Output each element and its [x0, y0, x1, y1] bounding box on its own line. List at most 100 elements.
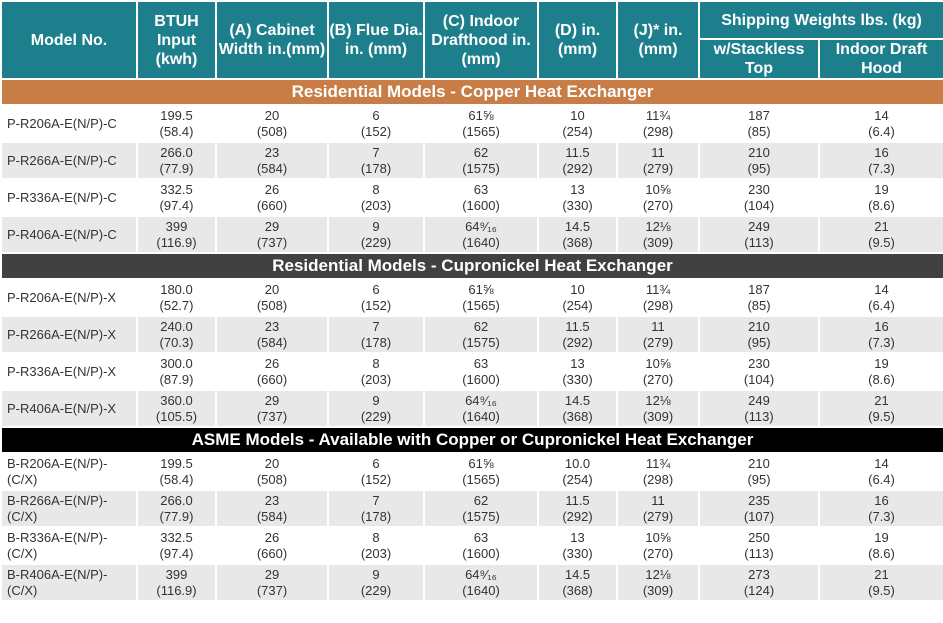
metric-value: (6.4)	[868, 297, 895, 313]
metric-value: (584)	[256, 160, 288, 176]
j-cell: 10⅝ (270)	[616, 526, 700, 565]
d-cell: 10 (254)	[537, 104, 618, 143]
model-number: P-R206A-E(N/P)-C	[0, 104, 138, 143]
table-row: B-R406A-E(N/P)- (C/X) 399 (116.9) 29 (737) 9 (2…	[0, 563, 943, 602]
header-indoor-drafthood: (C) Indoor Drafthood in. (mm)	[423, 0, 539, 80]
metric-value: (298)	[642, 471, 674, 487]
imperial-value: 23	[264, 318, 280, 334]
imperial-value: 14.5	[564, 392, 591, 408]
header-shipping-weights: Shipping Weights lbs. (kg)	[698, 0, 943, 40]
drafthood-cell: 62 (1575)	[423, 315, 539, 354]
d-cell: 11.5 (292)	[537, 489, 618, 528]
j-cell: 12⅛ (309)	[616, 563, 700, 602]
metric-value: (7.3)	[868, 160, 895, 176]
metric-value: (330)	[562, 197, 593, 213]
metric-value: (8.6)	[868, 545, 895, 561]
metric-value: (660)	[256, 197, 288, 213]
imperial-value: 21	[874, 566, 889, 582]
table-row: P-R336A-E(N/P)-C 332.5 (97.4) 26 (660) 8 (203)…	[0, 178, 943, 217]
model-number: P-R336A-E(N/P)-X	[0, 352, 138, 391]
imperial-value: 29	[264, 218, 280, 234]
drafthood-weight-cell: 16 (7.3)	[818, 489, 943, 528]
metric-value: (9.5)	[868, 582, 895, 598]
imperial-value: 62	[473, 144, 489, 160]
metric-value: (270)	[642, 545, 674, 561]
metric-value: (178)	[360, 334, 392, 350]
btuh-cell: 399 (116.9)	[136, 563, 217, 602]
stackless-weight-cell: 230 (104)	[698, 352, 820, 391]
stackless-weight-cell: 230 (104)	[698, 178, 820, 217]
metric-value: (107)	[743, 508, 775, 524]
metric-value: (270)	[642, 197, 674, 213]
imperial-value: 13	[570, 529, 585, 545]
metric-value: (368)	[562, 408, 593, 424]
imperial-value: 11¾	[645, 107, 671, 123]
header-flue-diameter: (B) Flue Dia. in. (mm)	[327, 0, 425, 80]
model-number: B-R406A-E(N/P)- (C/X)	[0, 563, 138, 602]
imperial-value: 230	[748, 355, 770, 371]
metric-value: (1640)	[462, 234, 500, 250]
btuh-cell: 266.0 (77.9)	[136, 141, 217, 180]
section-row: Residential Models - Copper Heat Exchang…	[0, 78, 943, 106]
imperial-value: 12⅛	[645, 218, 671, 234]
drafthood-cell: 62 (1575)	[423, 489, 539, 528]
stackless-weight-cell: 273 (124)	[698, 563, 820, 602]
model-number: B-R206A-E(N/P)- (C/X)	[0, 452, 138, 491]
imperial-value: 11¾	[645, 455, 671, 471]
imperial-value: 10⅝	[645, 355, 671, 371]
table-row: B-R266A-E(N/P)- (C/X) 266.0 (77.9) 23 (584) 7(…	[0, 489, 943, 528]
table-row: P-R406A-E(N/P)-C 399 (116.9) 29 (737) 9 (229) 6…	[0, 215, 943, 254]
header-j: (J)* in. (mm)	[616, 0, 700, 80]
drafthood-cell: 61⅝ (1565)	[423, 452, 539, 491]
section-row: ASME Models - Available with Copper or C…	[0, 426, 943, 454]
drafthood-weight-cell: 21 (9.5)	[818, 563, 943, 602]
metric-value: (203)	[360, 545, 392, 561]
metric-value: (279)	[642, 508, 674, 524]
d-cell: 14.5 (368)	[537, 563, 618, 602]
imperial-value: 14.5	[564, 218, 591, 234]
imperial-value: 62	[473, 318, 489, 334]
imperial-value: 63	[473, 181, 489, 197]
model-number: P-R206A-E(N/P)-X	[0, 278, 138, 317]
metric-value: (87.9)	[159, 371, 194, 387]
imperial-value: 360.0	[160, 392, 193, 408]
imperial-value: 7	[372, 492, 380, 508]
metric-value: (660)	[256, 545, 288, 561]
imperial-value: 61⅝	[468, 455, 494, 471]
metric-value: (292)	[562, 160, 593, 176]
metric-value: (95)	[747, 471, 771, 487]
btuh-cell: 199.5 (58.4)	[136, 452, 217, 491]
drafthood-weight-cell: 19 (8.6)	[818, 526, 943, 565]
imperial-value: 9	[372, 566, 380, 582]
d-cell: 11.5 (292)	[537, 141, 618, 180]
metric-value: (124)	[743, 582, 775, 598]
drafthood-weight-cell: 14 (6.4)	[818, 104, 943, 143]
j-cell: 10⅝ (270)	[616, 178, 700, 217]
metric-value: (737)	[256, 582, 288, 598]
imperial-value: 64⁹⁄₁₆	[465, 392, 497, 408]
metric-value: (203)	[360, 371, 392, 387]
imperial-value: 240.0	[160, 318, 193, 334]
metric-value: (1575)	[462, 160, 500, 176]
stackless-weight-cell: 210 (95)	[698, 141, 820, 180]
imperial-value: 10	[570, 107, 585, 123]
cabinet-width-cell: 29 (737)	[215, 389, 329, 428]
table-row: P-R206A-E(N/P)-C 199.5 (58.4) 20 (508) 6 (152)…	[0, 104, 943, 143]
drafthood-cell: 64⁹⁄₁₆ (1640)	[423, 215, 539, 254]
flue-diameter-cell: 6 (152)	[327, 278, 425, 317]
cabinet-width-cell: 23 (584)	[215, 141, 329, 180]
imperial-value: 61⅝	[468, 281, 494, 297]
metric-value: (1575)	[462, 508, 500, 524]
d-cell: 13 (330)	[537, 526, 618, 565]
stackless-weight-cell: 249 (113)	[698, 389, 820, 428]
model-number: P-R266A-E(N/P)-X	[0, 315, 138, 354]
imperial-value: 9	[372, 392, 380, 408]
j-cell: 11¾ (298)	[616, 278, 700, 317]
metric-value: (9.5)	[868, 234, 895, 250]
metric-value: (97.4)	[159, 545, 194, 561]
metric-value: (85)	[747, 297, 771, 313]
flue-diameter-cell: 6 (152)	[327, 452, 425, 491]
imperial-value: 10⅝	[645, 529, 671, 545]
imperial-value: 332.5	[160, 181, 193, 197]
metric-value: (7.3)	[868, 508, 895, 524]
